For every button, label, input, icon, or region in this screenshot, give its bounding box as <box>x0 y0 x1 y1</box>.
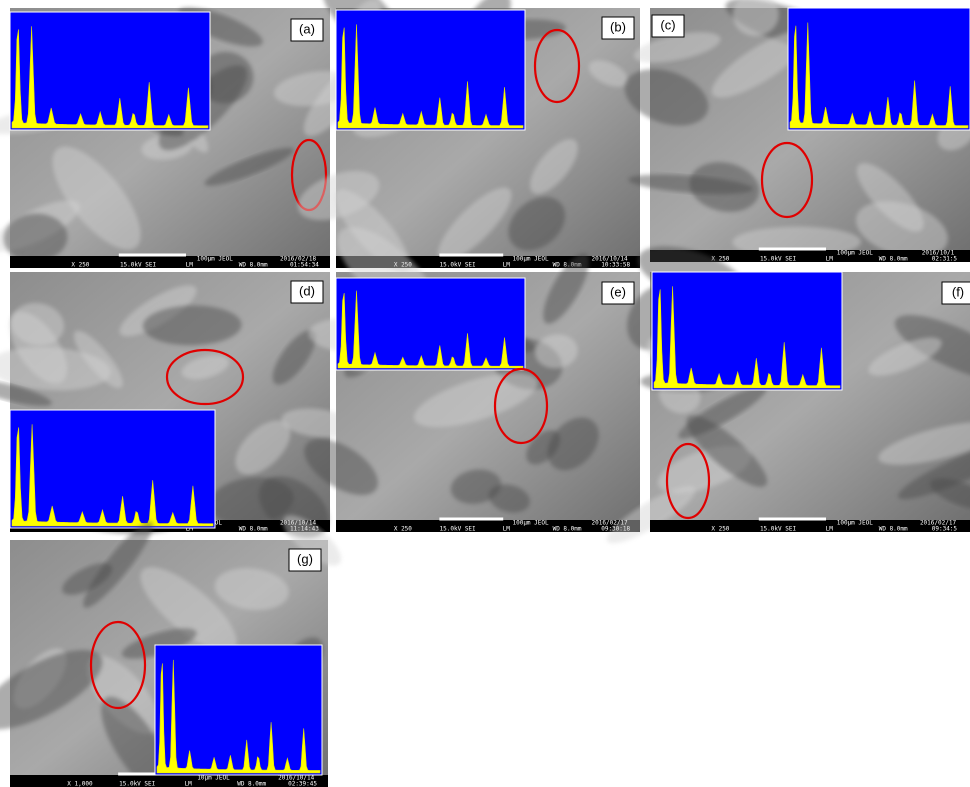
sem-footer-time: 10:33:58 <box>601 262 630 269</box>
eds-inset <box>652 272 842 390</box>
sem-footer-kv: 15.0kV SEI <box>120 262 157 269</box>
sem-panel: 100µm JEOL2016/02/18X 25015.0kV SEILMWD … <box>0 0 359 268</box>
sem-footer-kv: 15.0kV SEI <box>760 256 797 263</box>
sem-footer-kv: 15.0kV SEI <box>440 262 477 269</box>
panel-label: (c) <box>660 17 675 32</box>
sem-footer-mode: LM <box>503 262 511 269</box>
sem-footer-wd: WD 8.0mm <box>553 526 582 533</box>
sem-footer-mag: X 250 <box>71 262 89 269</box>
sem-footer-time: 02:39:45 <box>288 781 317 787</box>
panel-label: (b) <box>610 19 626 34</box>
sem-footer-wd: WD 8.0mm <box>239 526 268 533</box>
panel-label: (e) <box>610 284 626 299</box>
sem-footer-mag: X 1,000 <box>67 781 93 787</box>
sem-footer-scale: 100µm JEOL <box>512 256 549 263</box>
eds-inset <box>155 645 322 775</box>
sem-footer-scale: 100µm JEOL <box>512 520 549 527</box>
panel-label: (a) <box>299 21 315 36</box>
eds-inset <box>788 8 970 130</box>
eds-inset <box>336 278 525 370</box>
sem-footer-mode: LM <box>186 262 194 269</box>
sem-footer-kv: 15.0kV SEI <box>440 526 477 533</box>
sem-footer-time: 02:31:5 <box>932 256 958 263</box>
panel-label: (d) <box>299 283 315 298</box>
sem-footer-scale: 100µm JEOL <box>837 520 874 527</box>
sem-footer-scale: 100µm JEOL <box>837 250 874 257</box>
sem-footer-wd: WD 8.0mm <box>879 526 908 533</box>
sem-footer-mode: LM <box>184 781 192 787</box>
sem-footer-scale: 10µm JEOL <box>197 775 230 782</box>
sem-footer-mag: X 250 <box>711 526 729 533</box>
sem-footer-kv: 15.0kV SEI <box>760 526 797 533</box>
sem-footer-mode: LM <box>826 526 834 533</box>
sem-footer-mag: X 250 <box>394 526 412 533</box>
eds-inset <box>336 10 525 130</box>
sem-footer-mode: LM <box>503 526 511 533</box>
figure: 100µm JEOL2016/02/18X 25015.0kV SEILMWD … <box>0 0 970 787</box>
sem-footer-time: 09:34:5 <box>932 526 958 533</box>
eds-inset <box>10 410 215 528</box>
eds-inset <box>10 12 210 130</box>
sem-footer-kv: 15.0kV SEI <box>119 781 156 787</box>
sem-footer-wd: WD 8.0mm <box>239 262 268 269</box>
sem-footer-mode: LM <box>826 256 834 263</box>
sem-footer-wd: WD 8.0mm <box>879 256 908 263</box>
panel-label: (g) <box>297 551 313 566</box>
sem-footer-scale: 100µm JEOL <box>197 256 234 263</box>
sem-footer-time: 01:54:34 <box>290 262 319 269</box>
panel-label: (f) <box>952 284 964 299</box>
sem-footer-wd: WD 8.0mm <box>237 781 266 787</box>
